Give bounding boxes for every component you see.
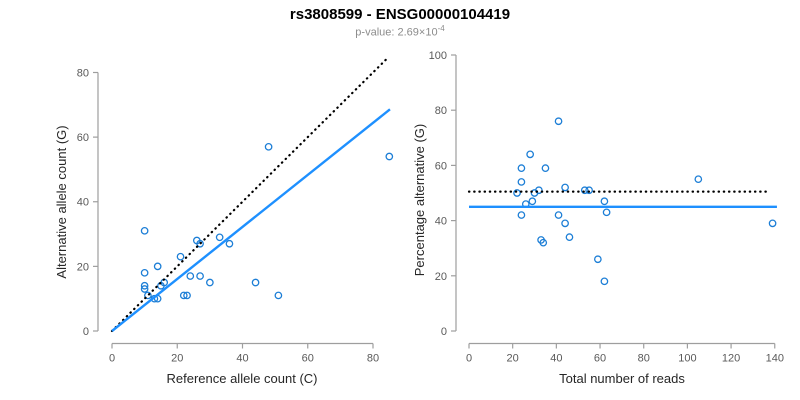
y-tick-label: 40 [435, 216, 447, 228]
left-points [140, 142, 394, 303]
identity-line [110, 58, 388, 333]
left-y-axis-title: Alternative allele count (G) [54, 125, 69, 278]
data-point [196, 239, 204, 248]
x-tick-label: 40 [236, 353, 248, 365]
right-y-axis: 0 20 40 60 80 100 Percentage alternative (G) [412, 50, 457, 338]
data-point [274, 291, 283, 300]
y-tick-label: 60 [435, 160, 447, 172]
data-point [594, 255, 602, 264]
data-point [140, 285, 149, 293]
data-point [602, 208, 611, 217]
data-point [580, 186, 589, 195]
data-point [176, 252, 185, 261]
right-x-axis-title: Total number of reads [559, 371, 685, 386]
data-point [153, 262, 162, 271]
pvalue-text: p-value: 2.69×10 [355, 26, 438, 39]
x-tick-label: 60 [594, 353, 606, 365]
x-tick-label: 60 [302, 353, 314, 365]
x-tick-label: 140 [766, 353, 784, 365]
x-tick-label: 20 [507, 353, 519, 365]
left-x-axis-title: Reference allele count (C) [166, 371, 317, 386]
data-point [561, 219, 569, 228]
y-tick-label: 100 [429, 50, 447, 62]
data-point [251, 278, 260, 287]
fit-line [111, 108, 391, 332]
y-tick-label: 60 [77, 132, 89, 144]
data-point [694, 175, 703, 184]
y-tick-label: 0 [83, 326, 89, 338]
data-point [179, 291, 188, 300]
data-point [513, 189, 521, 197]
y-tick-label: 80 [77, 67, 89, 79]
data-point [565, 233, 574, 242]
y-tick-label: 80 [435, 105, 447, 117]
data-point [196, 272, 204, 280]
right-points [513, 117, 777, 286]
data-point [215, 233, 224, 242]
x-tick-label: 0 [109, 353, 115, 365]
data-point [517, 164, 526, 173]
data-point [183, 291, 191, 300]
left-y-axis: 0 20 40 60 80 Alternative allele count (G) [54, 67, 99, 338]
data-point [140, 268, 149, 277]
chart-subtitle: p-value: 2.69×10-4 [0, 24, 800, 39]
data-point [554, 211, 563, 219]
data-point [517, 211, 526, 219]
y-tick-label: 20 [77, 261, 89, 273]
data-point [517, 178, 526, 186]
data-point [600, 197, 609, 206]
data-point [554, 117, 563, 126]
y-tick-label: 40 [77, 197, 89, 209]
pvalue-exponent: -4 [437, 24, 445, 33]
y-tick-label: 20 [435, 271, 447, 283]
x-tick-label: 40 [550, 353, 562, 365]
data-point [600, 277, 609, 286]
x-tick-label: 0 [466, 353, 472, 365]
right-panel: 0 20 40 60 80 100 Percentage alternative (G) 0 2… [412, 50, 784, 386]
data-point [385, 152, 394, 161]
y-tick-label: 0 [441, 326, 447, 338]
data-point [768, 219, 777, 228]
data-point [535, 186, 543, 195]
data-point [144, 291, 152, 300]
data-point [140, 281, 149, 290]
chart-title: rs3808599 - ENSG00000104419 [289, 6, 511, 23]
x-tick-label: 100 [678, 353, 696, 365]
data-point [541, 164, 550, 173]
data-point [186, 272, 195, 280]
data-point [206, 278, 214, 287]
left-panel: 0 20 40 60 80 Alternative allele count (G) 0 20… [54, 58, 394, 386]
right-y-axis-title: Percentage alternative (G) [412, 124, 427, 276]
data-point [539, 238, 548, 247]
data-point [528, 197, 537, 206]
left-x-axis: 0 20 40 60 80 Reference allele count (C) [109, 342, 379, 386]
data-point [225, 239, 234, 248]
data-point [264, 142, 273, 151]
data-point [140, 226, 149, 235]
x-tick-label: 80 [367, 353, 379, 365]
data-point [561, 183, 569, 192]
x-tick-label: 80 [638, 353, 650, 365]
x-tick-label: 120 [722, 353, 740, 365]
data-point [585, 186, 593, 195]
x-tick-label: 20 [171, 353, 183, 365]
data-point [526, 150, 535, 159]
right-x-axis: 0 20 40 60 80 100 120 140 Total number of reads [466, 342, 784, 386]
